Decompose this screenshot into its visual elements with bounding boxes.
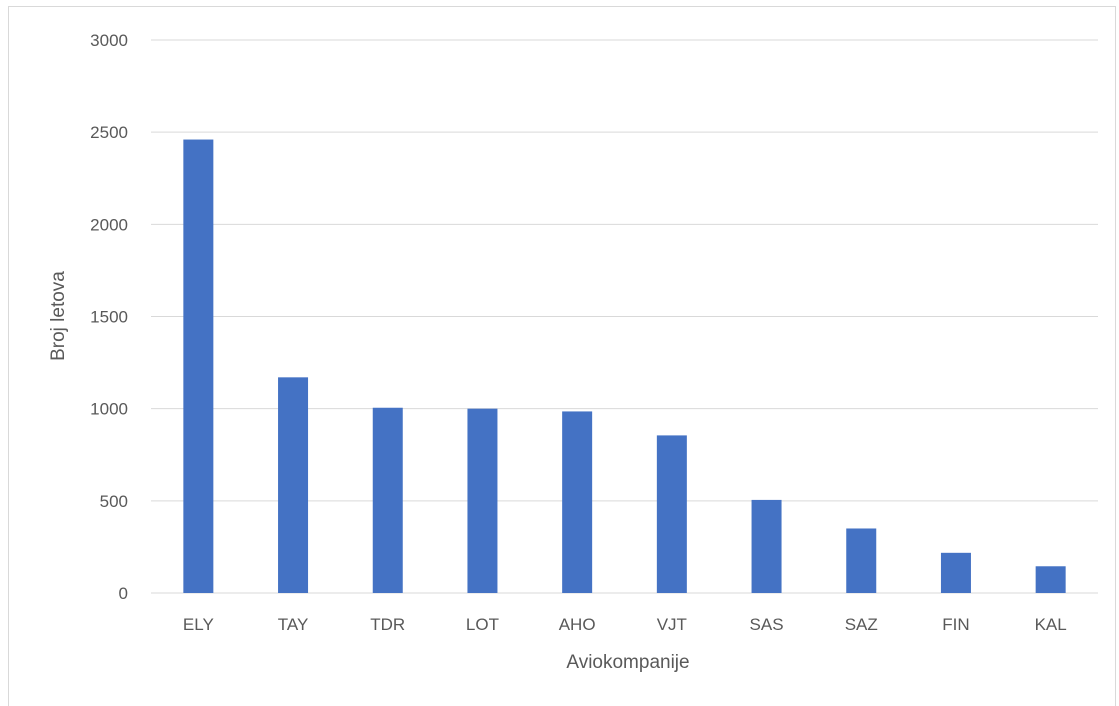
bars: [183, 139, 1066, 594]
x-tick-label: SAS: [750, 615, 784, 634]
x-axis-tick-labels: ELY TAY TDR LOT AHO VJT SAS SAZ FIN KAL: [183, 615, 1067, 634]
x-tick-label: SAZ: [845, 615, 878, 634]
y-axis-title: Broj letova: [48, 271, 69, 361]
bar-saz: [846, 528, 877, 593]
x-tick-label: LOT: [466, 615, 499, 634]
x-axis-title: Aviokompanije: [566, 652, 689, 673]
y-tick-label: 2000: [90, 215, 128, 234]
bar-tay: [278, 377, 309, 593]
bar-aho: [562, 411, 593, 593]
bar-ely: [183, 139, 214, 594]
y-tick-label: 1500: [90, 308, 128, 327]
x-tick-label: VJT: [657, 615, 687, 634]
y-tick-label: 0: [119, 584, 128, 603]
y-tick-label: 1000: [90, 400, 128, 419]
y-tick-label: 3000: [90, 31, 128, 50]
bar-tdr: [372, 407, 403, 593]
x-tick-label: FIN: [942, 615, 969, 634]
x-tick-label: ELY: [183, 615, 214, 634]
bar-kal: [1035, 566, 1066, 593]
bar-vjt: [656, 435, 687, 593]
x-tick-label: TDR: [370, 615, 405, 634]
y-axis-tick-labels: 0 500 1000 1500 2000 2500 3000: [90, 31, 128, 603]
x-tick-label: TAY: [278, 615, 309, 634]
bar-lot: [467, 408, 498, 593]
bar-sas: [751, 499, 782, 593]
x-tick-label: AHO: [559, 615, 596, 634]
x-tick-label: KAL: [1035, 615, 1067, 634]
gridlines: [151, 39, 1098, 594]
bar-fin: [940, 552, 971, 593]
y-tick-label: 2500: [90, 123, 128, 142]
y-tick-label: 500: [100, 492, 128, 511]
